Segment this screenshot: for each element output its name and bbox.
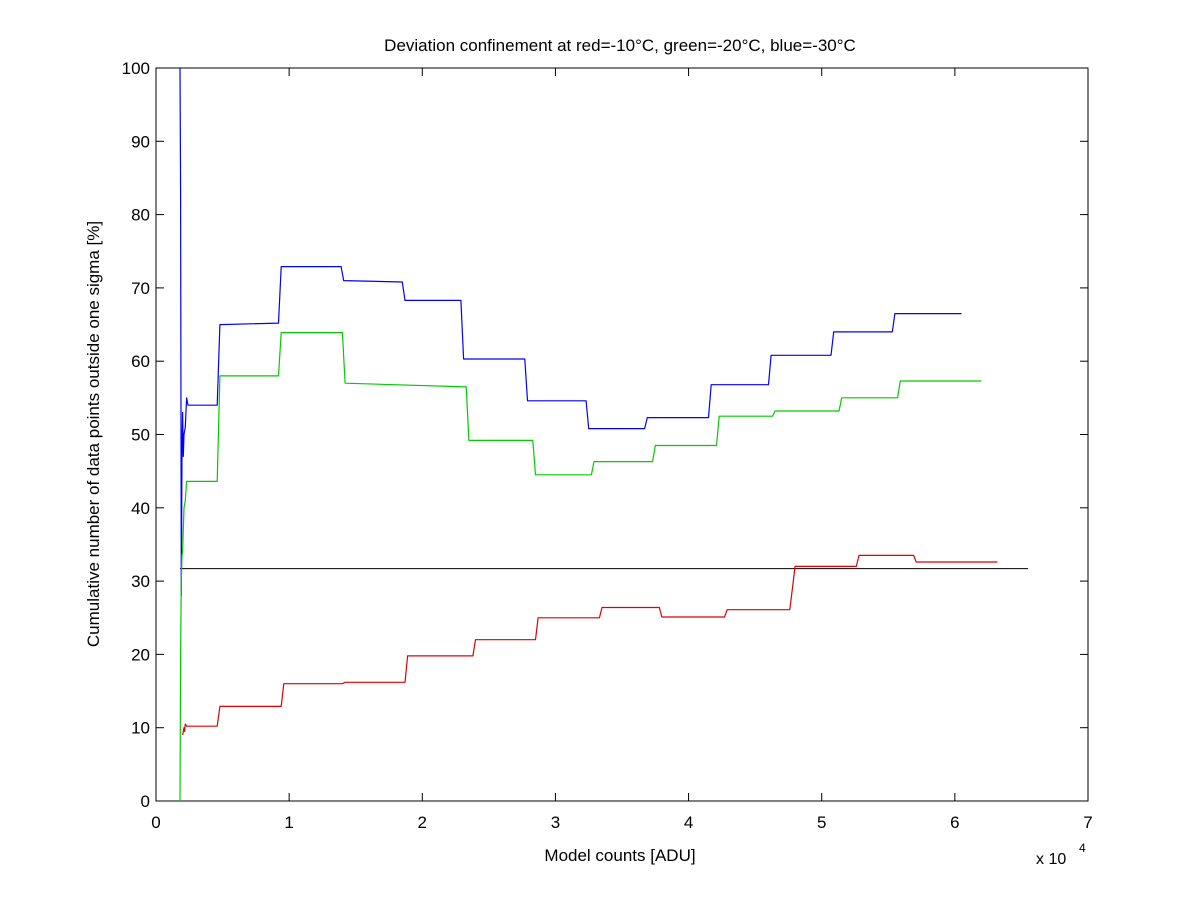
y-tick-label: 60 <box>131 352 150 371</box>
y-tick-label: 30 <box>131 572 150 591</box>
x-tick-labels: 0 1 2 3 4 5 6 7 <box>151 813 1092 832</box>
y-tick-label: 0 <box>141 792 150 811</box>
series-line-1 <box>179 332 982 802</box>
y-tick-labels: 0 10 20 30 40 50 60 70 80 90 100 <box>122 59 150 811</box>
plot-area <box>155 67 1089 802</box>
x-tick-label: 7 <box>1083 813 1092 832</box>
x-tick-label: 5 <box>817 813 826 832</box>
series-line-2 <box>182 554 998 736</box>
y-tick-label: 70 <box>131 279 150 298</box>
x-tick-label: 0 <box>151 813 160 832</box>
x-tick-label: 2 <box>418 813 427 832</box>
x-tick-label: 6 <box>950 813 959 832</box>
x-multiplier-label: x 10 <box>1036 851 1066 868</box>
y-tick-label: 40 <box>131 499 150 518</box>
axis-ticks <box>155 67 1089 802</box>
x-axis-label: Model counts [ADU] <box>544 846 695 865</box>
x-multiplier-exponent: 4 <box>1079 841 1086 855</box>
y-tick-label: 90 <box>131 132 150 151</box>
chart-title: Deviation confinement at red=-10°C, gree… <box>384 36 856 55</box>
series-line-0 <box>179 67 962 597</box>
x-tick-label: 3 <box>551 813 560 832</box>
y-tick-label: 80 <box>131 206 150 225</box>
y-tick-label: 20 <box>131 645 150 664</box>
x-tick-label: 1 <box>284 813 293 832</box>
y-tick-label: 50 <box>131 426 150 445</box>
y-tick-label: 100 <box>122 59 150 78</box>
x-tick-label: 4 <box>684 813 693 832</box>
y-tick-label: 10 <box>131 719 150 738</box>
series-layer <box>179 67 1029 802</box>
y-axis-label: Cumulative number of data points outside… <box>84 221 103 647</box>
